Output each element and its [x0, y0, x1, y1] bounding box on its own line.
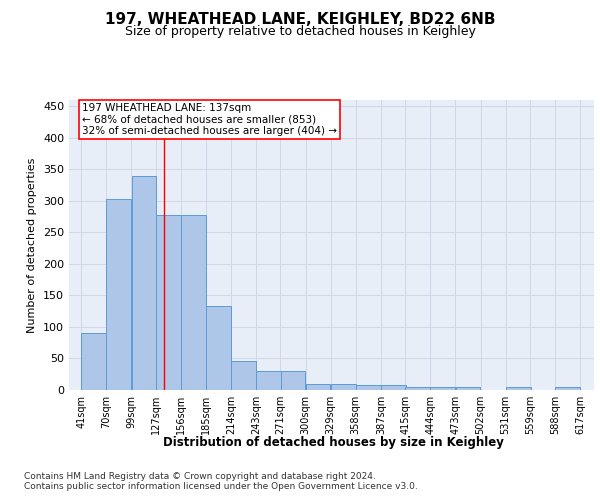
Bar — [106, 199, 131, 390]
Bar — [206, 306, 231, 390]
Y-axis label: Number of detached properties: Number of detached properties — [28, 158, 37, 332]
Bar — [131, 176, 156, 390]
Text: Contains HM Land Registry data © Crown copyright and database right 2024.: Contains HM Land Registry data © Crown c… — [24, 472, 376, 481]
Bar — [231, 361, 256, 390]
Bar — [406, 388, 430, 390]
Bar — [331, 384, 356, 390]
Bar — [181, 216, 206, 390]
Bar — [455, 388, 480, 390]
Text: 197 WHEATHEAD LANE: 137sqm
← 68% of detached houses are smaller (853)
32% of sem: 197 WHEATHEAD LANE: 137sqm ← 68% of deta… — [82, 103, 337, 136]
Text: Contains public sector information licensed under the Open Government Licence v3: Contains public sector information licen… — [24, 482, 418, 491]
Bar — [506, 388, 530, 390]
Text: Distribution of detached houses by size in Keighley: Distribution of detached houses by size … — [163, 436, 503, 449]
Bar — [555, 388, 580, 390]
Bar — [356, 385, 380, 390]
Bar — [430, 388, 455, 390]
Bar — [82, 332, 106, 390]
Bar — [381, 385, 406, 390]
Text: 197, WHEATHEAD LANE, KEIGHLEY, BD22 6NB: 197, WHEATHEAD LANE, KEIGHLEY, BD22 6NB — [105, 12, 495, 28]
Text: Size of property relative to detached houses in Keighley: Size of property relative to detached ho… — [125, 25, 475, 38]
Bar — [281, 371, 305, 390]
Bar — [256, 371, 281, 390]
Bar — [306, 384, 331, 390]
Bar — [156, 216, 181, 390]
